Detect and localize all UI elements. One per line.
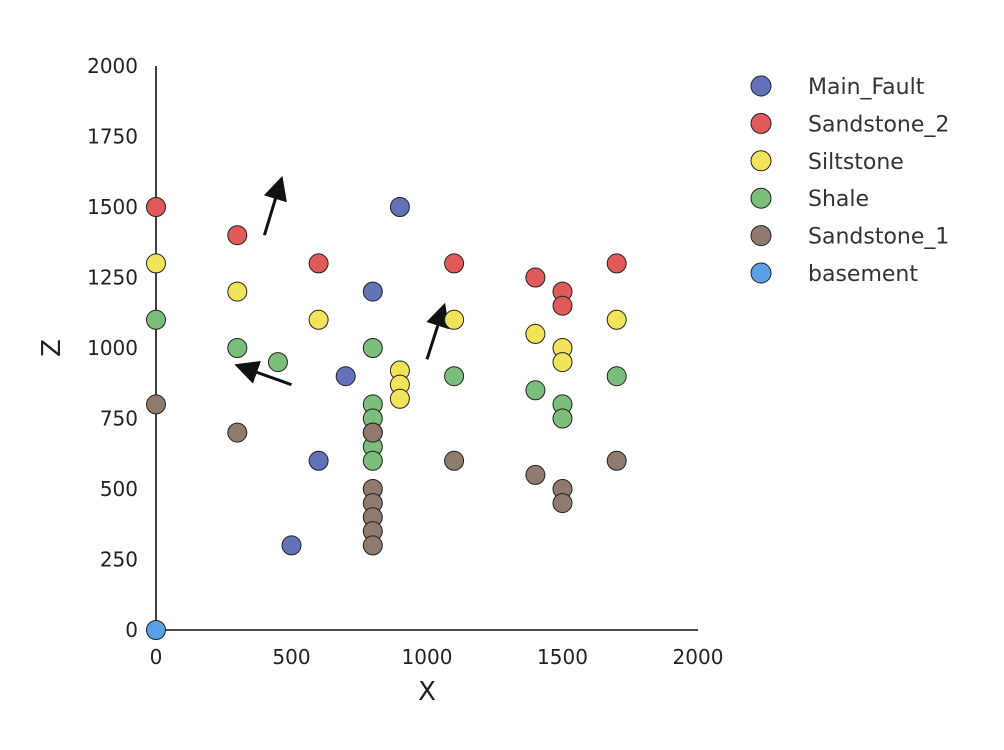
x-tick-label: 1000	[402, 645, 453, 669]
x-tick-label: 2000	[673, 645, 724, 669]
point-sandstone-2	[146, 197, 166, 217]
arrows	[234, 175, 450, 387]
legend-item-sandstone-1: Sandstone_1	[750, 225, 949, 250]
y-tick-labels: 0 250 500 750 1000 1250 1500 1750 2000	[87, 54, 138, 642]
point-sandstone-2	[308, 253, 329, 274]
x-axis-title: X	[418, 677, 436, 707]
point-siltstone	[444, 309, 465, 330]
point-sandstone-1	[362, 422, 383, 443]
point-sandstone-2	[552, 295, 573, 316]
point-siltstone	[308, 309, 329, 330]
legend-marker	[750, 112, 772, 134]
y-axis-title: Z	[37, 339, 67, 357]
legend-item-shale: Shale	[750, 187, 869, 212]
point-sandstone-1	[227, 422, 248, 443]
axes	[155, 66, 698, 631]
point-sandstone-2	[606, 253, 627, 274]
point-shale	[146, 309, 166, 330]
arrow	[262, 175, 287, 236]
y-tick-label: 1750	[87, 125, 138, 149]
point-main-fault	[308, 450, 329, 471]
point-sandstone-1	[362, 535, 383, 556]
point-sandstone-1	[444, 450, 465, 471]
legend-label: Main_Fault	[808, 75, 925, 100]
y-tick-label: 1500	[87, 195, 138, 219]
point-sandstone-1	[525, 464, 546, 485]
point-sandstone-1	[606, 450, 627, 471]
point-shale	[362, 338, 383, 358]
legend-item-main-fault: Main_Fault	[750, 75, 925, 100]
legend-label: Siltstone	[808, 150, 904, 175]
arrow	[234, 361, 293, 387]
point-shale	[444, 366, 465, 387]
y-tick-label: 500	[100, 477, 138, 501]
point-main-fault	[335, 366, 356, 387]
legend-label: basement	[808, 262, 918, 287]
point-sandstone-2	[525, 267, 546, 288]
y-tick-label: 1000	[87, 336, 138, 360]
point-sandstone-2	[444, 253, 465, 274]
point-shale	[267, 352, 288, 373]
point-shale	[606, 366, 627, 387]
point-shale	[525, 380, 546, 401]
point-shale	[552, 408, 573, 429]
legend-label: Sandstone_2	[808, 112, 949, 137]
y-tick-label: 0	[125, 618, 138, 642]
point-sandstone-2	[227, 225, 248, 246]
legend-label: Shale	[808, 187, 869, 212]
y-tick-label: 250	[100, 548, 138, 572]
point-main-fault	[362, 281, 383, 302]
legend-label: Sandstone_1	[808, 225, 949, 250]
point-shale	[227, 338, 248, 358]
legend-marker	[750, 262, 772, 284]
y-tick-label: 750	[100, 407, 138, 431]
legend-marker	[750, 187, 772, 209]
x-tick-label: 500	[272, 645, 310, 669]
legend-marker	[750, 225, 772, 247]
x-tick-label: 1500	[537, 645, 588, 669]
point-main-fault	[281, 535, 302, 556]
legend: Main_Fault Sandstone_2 Siltstone Shale Sands…	[750, 75, 949, 287]
point-main-fault	[389, 197, 410, 217]
y-tick-label: 1250	[87, 266, 138, 290]
arrow	[425, 302, 450, 360]
point-siltstone	[606, 309, 627, 330]
point-basement	[146, 620, 166, 640]
point-siltstone	[389, 388, 410, 409]
legend-item-siltstone: Siltstone	[750, 150, 904, 175]
point-shale	[362, 450, 383, 471]
y-tick-label: 2000	[87, 54, 138, 78]
data-points	[146, 197, 627, 640]
x-tick-label: 0	[150, 645, 163, 669]
legend-marker	[750, 150, 772, 172]
point-siltstone	[525, 323, 546, 344]
x-tick-labels: 0 500 1000 1500 2000	[150, 645, 724, 669]
point-sandstone-1	[552, 493, 573, 514]
legend-item-basement: basement	[750, 262, 918, 287]
legend-marker	[750, 75, 772, 97]
point-siltstone	[552, 352, 573, 373]
point-siltstone	[146, 253, 166, 274]
point-siltstone	[227, 281, 248, 302]
point-sandstone-1	[146, 394, 166, 415]
legend-item-sandstone-2: Sandstone_2	[750, 112, 949, 137]
